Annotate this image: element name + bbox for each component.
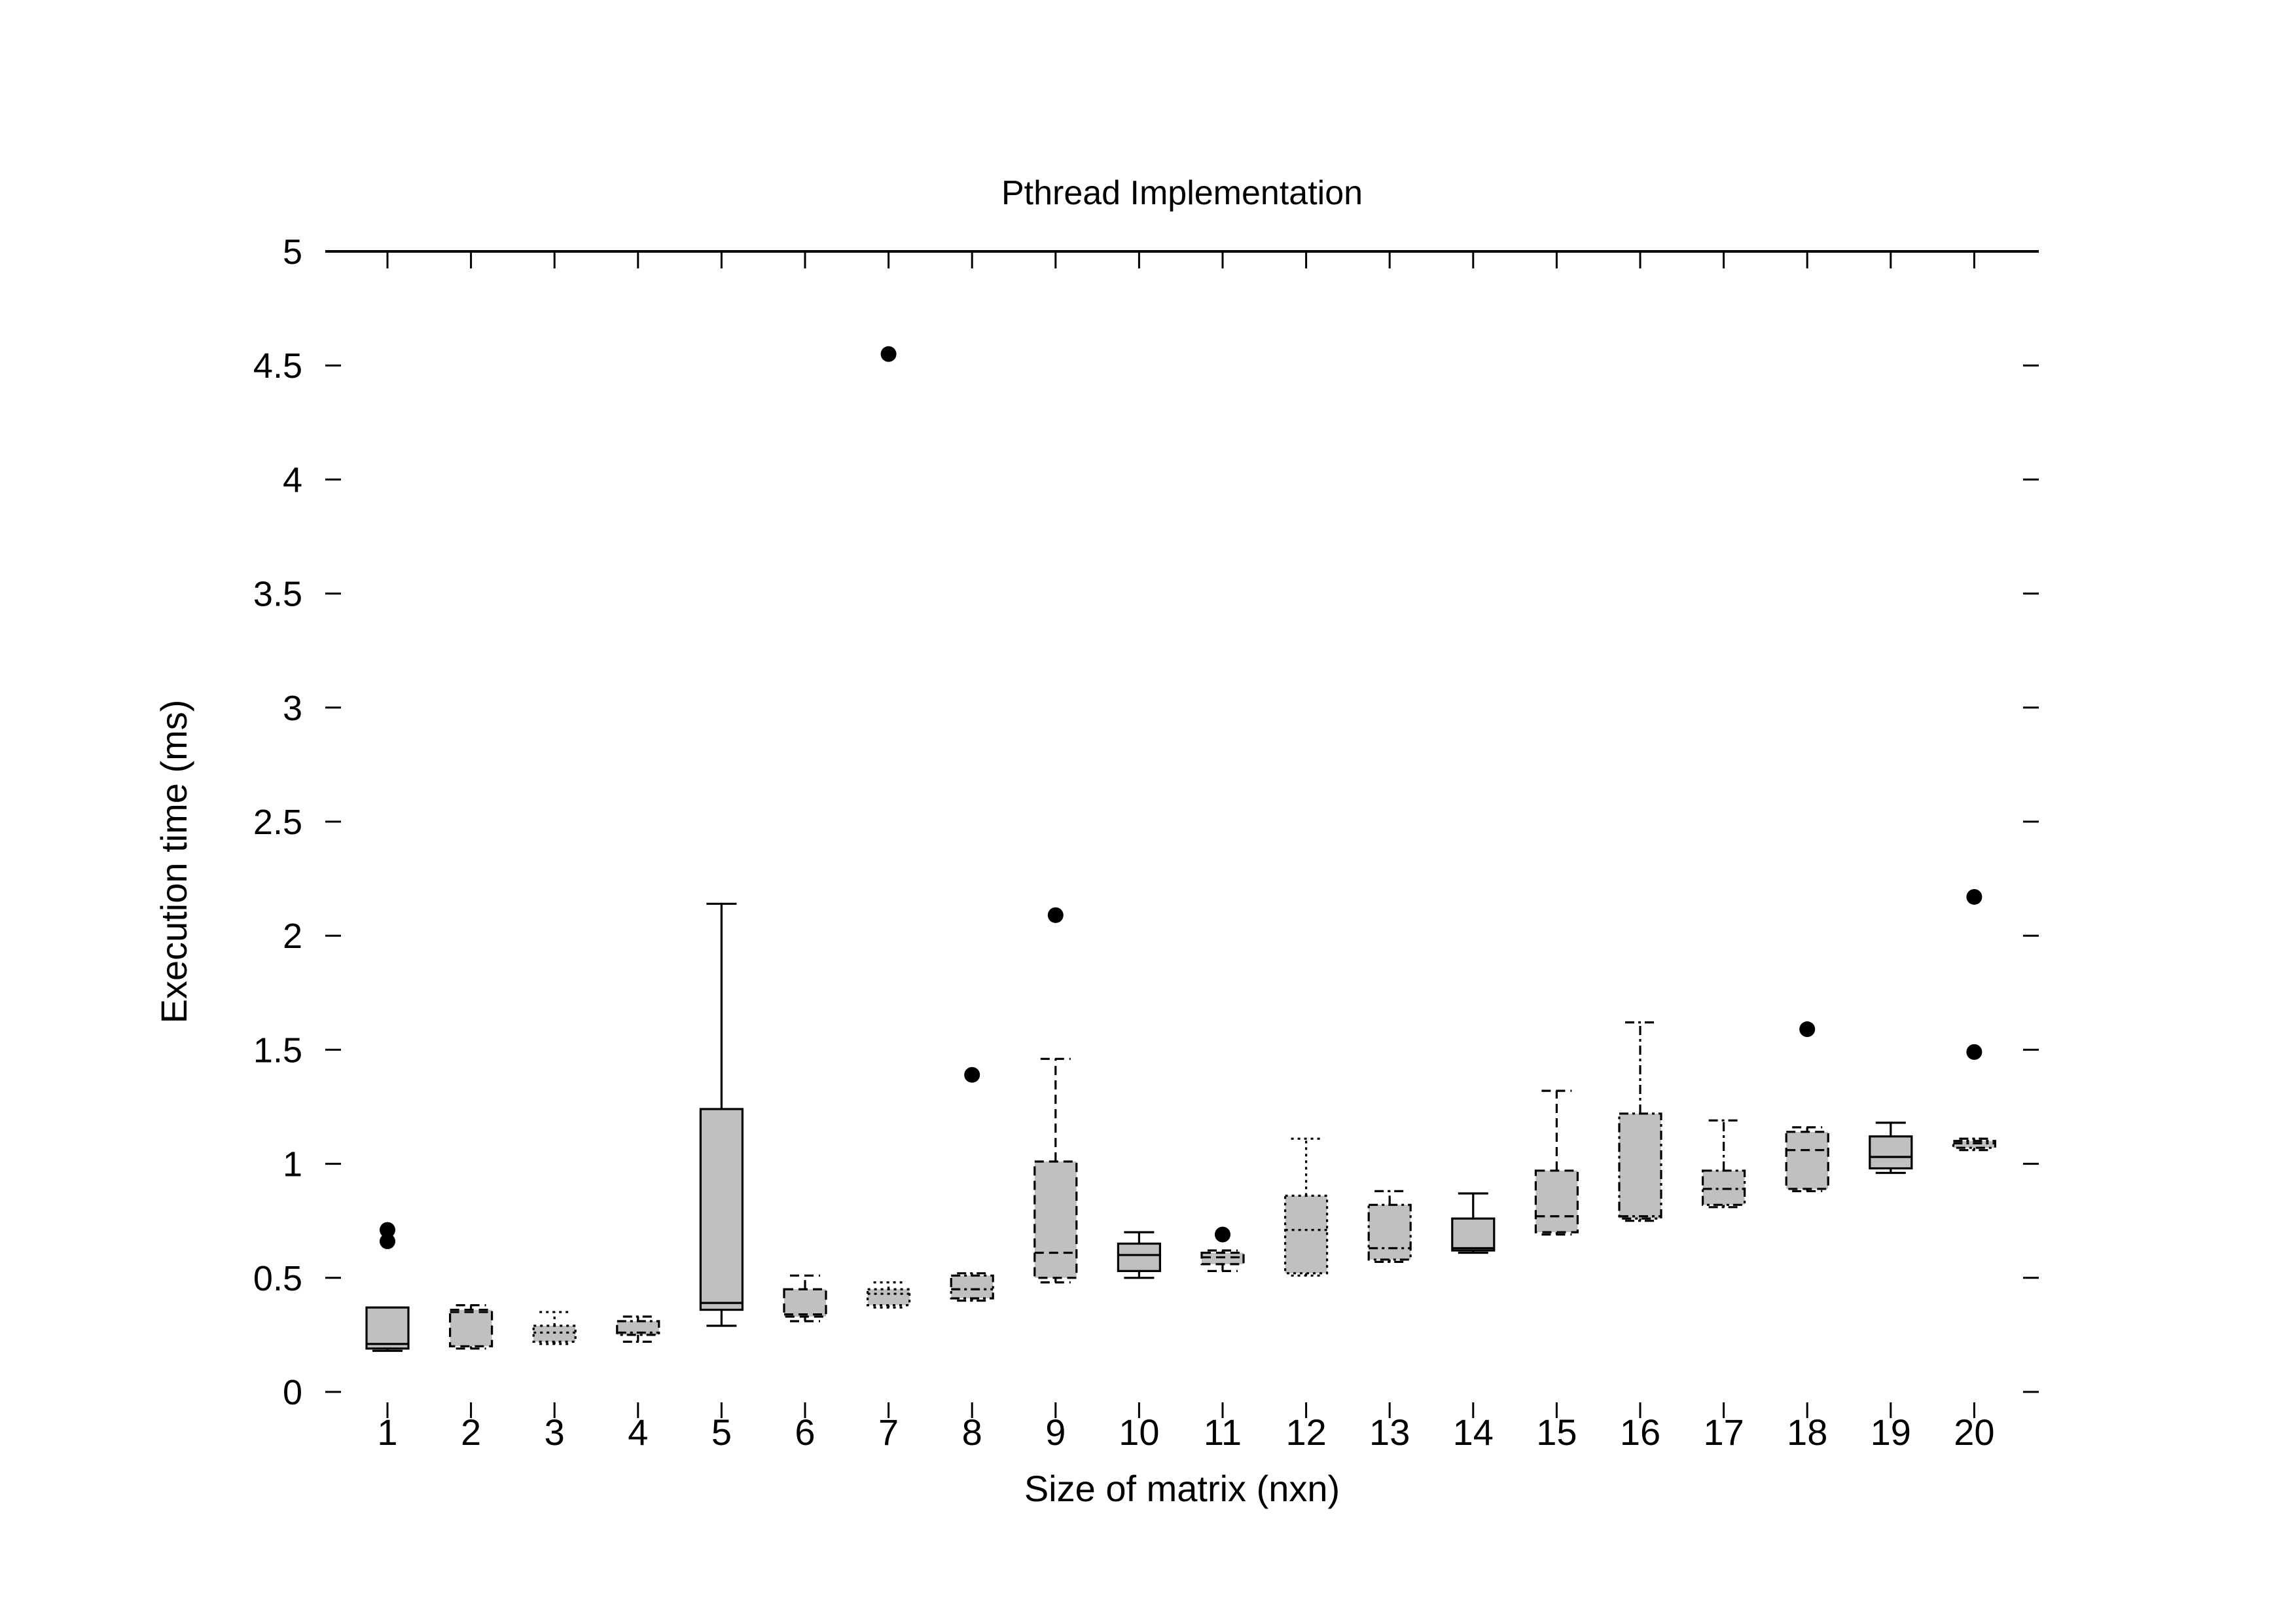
box-plot-item xyxy=(1367,1190,1412,1264)
x-tick-label: 10 xyxy=(1119,1412,1159,1453)
outlier-point xyxy=(1215,1226,1230,1243)
box-rect xyxy=(783,1288,827,1318)
x-tick-label: 6 xyxy=(795,1412,815,1453)
y-tick-label: 3 xyxy=(283,689,302,728)
outlier-point xyxy=(1799,1021,1816,1038)
box-plot-item xyxy=(1952,888,1996,1152)
y-tick-label: 1 xyxy=(283,1145,302,1184)
y-tick-label: 0.5 xyxy=(253,1259,302,1298)
outlier-point xyxy=(964,1067,980,1083)
outlier-point xyxy=(380,1233,395,1250)
outlier-point xyxy=(380,1222,395,1238)
box-plot-item xyxy=(365,1222,410,1352)
x-tick-label: 11 xyxy=(1204,1412,1242,1453)
boxes xyxy=(365,346,1996,1352)
x-tick-label: 3 xyxy=(545,1412,565,1453)
y-tick-label: 0 xyxy=(283,1373,302,1412)
box-rect xyxy=(532,1324,577,1343)
box-plot-item xyxy=(616,1315,660,1343)
x-tick-label: 5 xyxy=(711,1412,732,1453)
x-tick-label: 17 xyxy=(1703,1412,1744,1453)
box-rect xyxy=(1702,1169,1746,1206)
box-plot-item xyxy=(950,1067,994,1302)
y-tick-label: 5 xyxy=(283,232,302,272)
box-plot-item xyxy=(1451,1192,1496,1254)
y-tick-label: 2 xyxy=(283,917,302,956)
x-tick-label: 19 xyxy=(1871,1412,1911,1453)
y-tick-label: 4.5 xyxy=(253,346,302,386)
box-plot-item xyxy=(699,902,744,1327)
x-tick-label: 18 xyxy=(1787,1412,1827,1453)
box-rect xyxy=(699,1108,744,1311)
y-axis-label: Execution time (ms) xyxy=(153,700,194,1024)
box-plot-item xyxy=(1869,1122,1913,1175)
chart-title: Pthread Implementation xyxy=(1001,174,1363,212)
box-rect xyxy=(1952,1140,1996,1149)
y-tick-label: 2.5 xyxy=(253,803,302,842)
box-rect xyxy=(616,1320,660,1336)
box-rect xyxy=(1200,1251,1245,1266)
box-plot-item xyxy=(1618,1021,1662,1222)
box-plot-item xyxy=(448,1304,493,1350)
box-plot-item xyxy=(1283,1137,1329,1277)
x-tick-label: 20 xyxy=(1954,1412,1994,1453)
outlier-point xyxy=(1966,1044,1982,1060)
box-rect xyxy=(448,1308,493,1347)
box-rect xyxy=(1534,1169,1579,1233)
box-plot-item xyxy=(1200,1226,1245,1272)
outlier-point xyxy=(880,346,897,362)
box-rect xyxy=(1618,1112,1662,1220)
box-rect xyxy=(1033,1160,1078,1279)
y-tick-label: 3.5 xyxy=(253,575,302,614)
box-rect xyxy=(1785,1131,1829,1190)
box-plot-item xyxy=(1117,1231,1162,1279)
x-tick-label: 13 xyxy=(1369,1412,1410,1453)
x-tick-label: 16 xyxy=(1620,1412,1660,1453)
x-tick-label: 15 xyxy=(1536,1412,1577,1453)
x-tick-label: 12 xyxy=(1285,1412,1326,1453)
box-rect xyxy=(1451,1217,1496,1252)
x-tick-label: 7 xyxy=(878,1412,899,1453)
x-axis-label: Size of matrix (nxn) xyxy=(1024,1468,1340,1509)
box-rect xyxy=(365,1306,410,1350)
x-tick-label: 4 xyxy=(628,1412,648,1453)
x-tick-label: 2 xyxy=(461,1412,481,1453)
x-tick-label: 1 xyxy=(377,1412,397,1453)
x-tick-label: 14 xyxy=(1453,1412,1494,1453)
outlier-point xyxy=(1047,907,1064,923)
box-rect xyxy=(1367,1203,1412,1261)
axes: 00.511.522.533.544.551 2 3 4 5 6 7 8 9 10 11 12 13 14… xyxy=(253,232,2039,1453)
box-rect xyxy=(1117,1242,1162,1272)
x-tick-label: 9 xyxy=(1045,1412,1066,1453)
box-plot-item xyxy=(532,1311,577,1345)
box-plot-item xyxy=(1033,907,1078,1284)
y-tick-label: 1.5 xyxy=(253,1030,302,1070)
box-plot-item xyxy=(866,346,911,1309)
outlier-point xyxy=(1966,888,1982,905)
box-plot-item xyxy=(783,1274,827,1322)
box-rect xyxy=(1283,1194,1329,1275)
box-plot-item xyxy=(1534,1089,1579,1236)
box-rect xyxy=(866,1288,911,1307)
y-tick-label: 4 xyxy=(283,460,302,500)
box-plot-item xyxy=(1785,1021,1829,1193)
box-plot-item xyxy=(1702,1119,1746,1209)
box-rect xyxy=(1869,1135,1913,1170)
x-tick-label: 8 xyxy=(962,1412,982,1453)
box-rect xyxy=(950,1274,994,1300)
